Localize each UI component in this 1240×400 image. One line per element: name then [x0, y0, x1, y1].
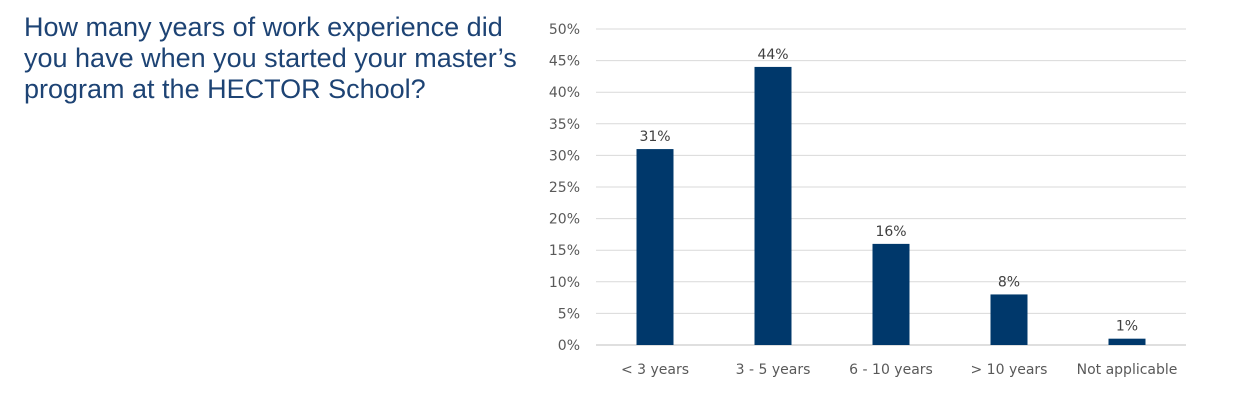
x-tick-label: 3 - 5 years: [736, 362, 811, 378]
bar: [754, 66, 792, 346]
data-label: 8%: [998, 274, 1020, 290]
y-tick-label: 5%: [558, 306, 580, 322]
x-tick-label: < 3 years: [621, 362, 689, 378]
y-tick-label: 25%: [549, 180, 580, 196]
y-tick-label: 50%: [549, 22, 580, 38]
x-tick-label: 6 - 10 years: [849, 362, 933, 378]
y-tick-label: 35%: [549, 117, 580, 133]
bar: [1108, 338, 1146, 345]
chart-title: How many years of work experience did yo…: [24, 12, 517, 104]
y-tick-label: 0%: [558, 338, 580, 354]
x-tick-label: > 10 years: [971, 362, 1048, 378]
y-tick-label: 15%: [549, 243, 580, 259]
bar: [990, 294, 1028, 345]
x-tick-label: Not applicable: [1077, 362, 1178, 378]
y-tick-label: 30%: [549, 148, 580, 164]
data-label: 44%: [757, 47, 788, 63]
y-tick-label: 45%: [549, 54, 580, 70]
y-tick-label: 20%: [549, 212, 580, 228]
data-label: 31%: [639, 129, 670, 145]
data-label: 16%: [875, 224, 906, 240]
bar: [872, 243, 910, 345]
bar: [636, 149, 674, 345]
data-label: 1%: [1116, 319, 1138, 335]
y-tick-label: 40%: [549, 85, 580, 101]
y-tick-label: 10%: [549, 275, 580, 291]
